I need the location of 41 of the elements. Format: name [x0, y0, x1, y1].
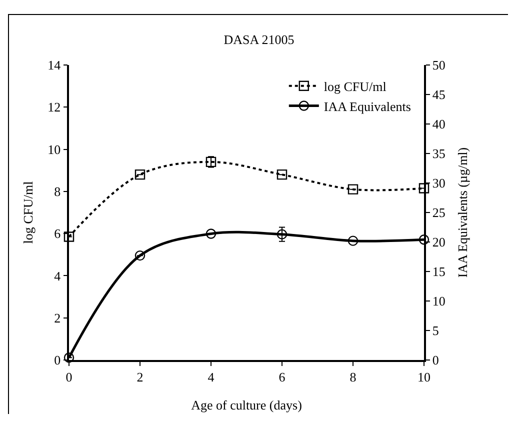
y-tick-label: 2	[54, 310, 61, 326]
y-tick-label: 12	[48, 100, 61, 115]
x-axis-title: Age of culture (days)	[191, 398, 302, 412]
point	[276, 229, 288, 240]
legend-label: IAA Equivalents	[324, 98, 411, 114]
x-tick-label: 10	[418, 369, 430, 384]
point	[348, 184, 358, 194]
y2-tick-label: 20	[432, 234, 446, 250]
x-tick-label: 4	[208, 369, 215, 384]
y2-tick-label: 45	[432, 87, 446, 102]
y2-tick-label: 15	[432, 264, 446, 280]
x-tick-label: 8	[350, 369, 356, 384]
x-tick-label: 2	[136, 369, 144, 384]
point	[418, 234, 430, 245]
y-axis-title: log CFU/ml	[20, 180, 36, 244]
y2-tick-label: 30	[432, 176, 446, 191]
y2-tick-label: 5	[432, 323, 439, 338]
y-tick-label: 14	[48, 58, 62, 73]
y-tick-label: 10	[48, 142, 61, 157]
y-tick-label: 8	[54, 184, 61, 199]
legend-label: log CFU/ml	[324, 78, 387, 94]
point	[276, 169, 288, 180]
point	[64, 232, 74, 242]
x-tick-label: 0	[66, 369, 72, 384]
point	[134, 169, 146, 180]
y-tick-label: 6	[54, 226, 62, 242]
point	[348, 236, 358, 246]
point	[418, 183, 430, 194]
y2-axis-title: IAA Equivalents (µg/ml)	[455, 147, 470, 278]
y-tick-label: 0	[54, 352, 61, 368]
y2-tick-label: 40	[432, 116, 446, 132]
y2-tick-label: 0	[432, 352, 439, 368]
point	[206, 228, 216, 239]
x-tick-label: 6	[278, 369, 286, 384]
y2-tick-label: 50	[432, 58, 446, 73]
point	[134, 250, 146, 261]
chart-title: DASA 21005	[224, 32, 294, 48]
y2-tick-label: 35	[432, 146, 446, 162]
y-tick-label: 4	[54, 268, 62, 284]
y2-tick-label: 25	[432, 205, 446, 220]
y2-tick-label: 10	[432, 294, 446, 309]
